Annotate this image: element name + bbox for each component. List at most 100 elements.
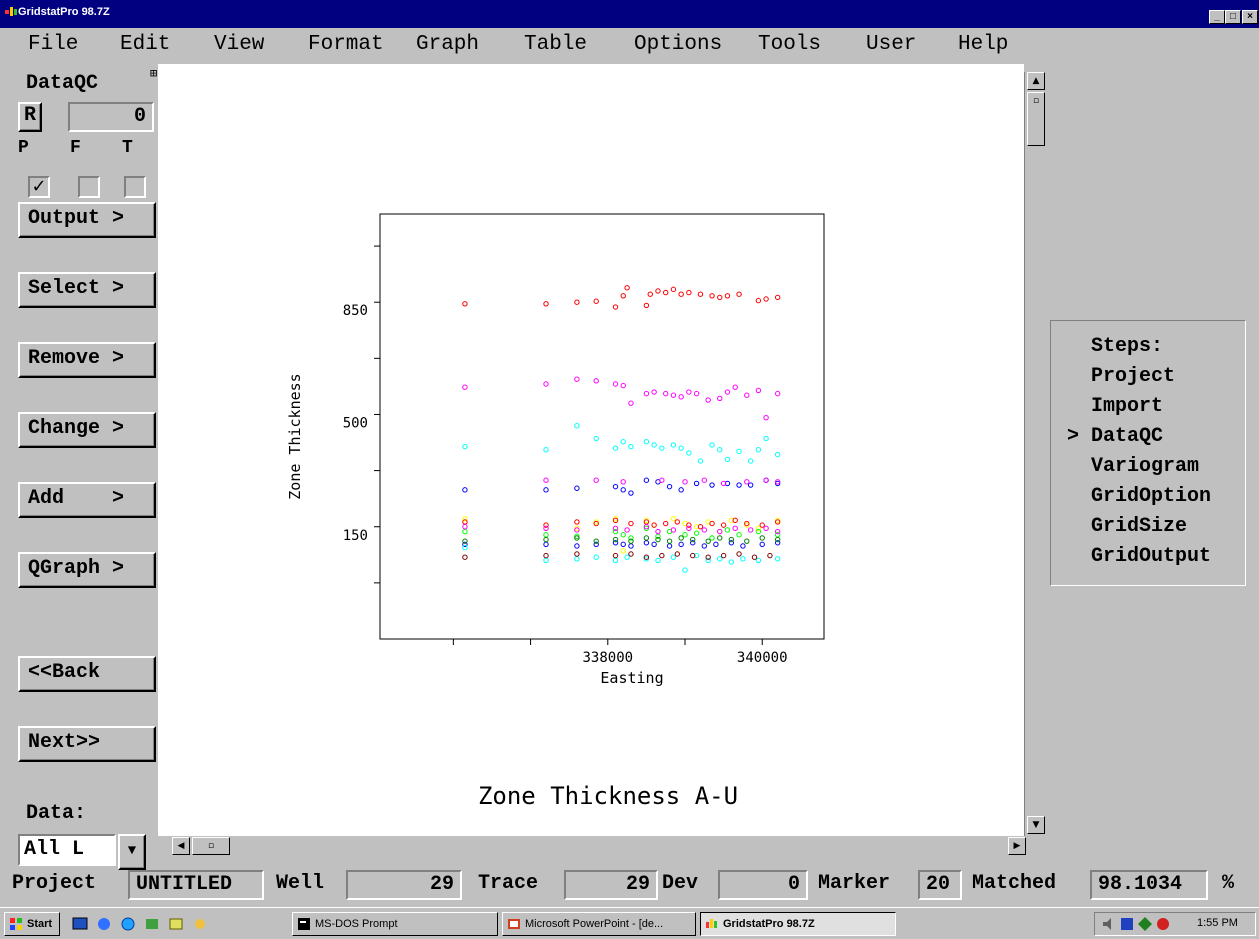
menu-format[interactable]: Format xyxy=(308,33,384,56)
label-t: T xyxy=(122,138,133,158)
data-point xyxy=(763,296,769,302)
menu-user[interactable]: User xyxy=(866,33,917,56)
data-point xyxy=(593,477,599,483)
data-point xyxy=(543,525,549,532)
data-point xyxy=(593,298,599,304)
add-button[interactable]: Add > xyxy=(18,482,156,518)
data-point xyxy=(678,535,684,541)
task-powerpoint[interactable]: Microsoft PowerPoint - [de... xyxy=(502,912,696,936)
data-point xyxy=(701,477,708,483)
back-button[interactable]: <<Back xyxy=(18,656,156,692)
step-variogram[interactable]: Variogram xyxy=(1091,455,1200,478)
data-point xyxy=(643,525,650,532)
step-import[interactable]: Import xyxy=(1091,395,1164,418)
data-point xyxy=(701,543,708,549)
checkbox-p[interactable]: ✓ xyxy=(28,176,50,198)
data-point xyxy=(643,554,650,560)
scroll-left-button[interactable]: ◀ xyxy=(172,837,190,855)
data-point xyxy=(767,552,773,559)
start-button[interactable]: Start xyxy=(4,912,60,936)
data-point xyxy=(701,527,708,533)
menu-view[interactable]: View xyxy=(214,33,265,56)
windows-logo-icon xyxy=(10,918,22,930)
channels-icon[interactable] xyxy=(144,916,160,932)
network-icon[interactable] xyxy=(1119,916,1135,932)
menu-options[interactable]: Options xyxy=(634,33,723,56)
step-gridoption[interactable]: GridOption xyxy=(1091,485,1212,508)
checkmark-icon: ✓ xyxy=(31,176,47,197)
qgraph-button[interactable]: QGraph > xyxy=(18,552,156,588)
data-point xyxy=(612,381,619,387)
data-point xyxy=(666,543,673,549)
next-button[interactable]: Next>> xyxy=(18,726,156,762)
data-point xyxy=(755,557,762,564)
data-point xyxy=(462,524,468,530)
output-button[interactable]: Output > xyxy=(18,202,156,238)
browser-icon[interactable] xyxy=(120,916,136,932)
x-tick-label: 338000 xyxy=(583,650,634,666)
change-button[interactable]: Change > xyxy=(18,412,156,448)
assistant-icon[interactable] xyxy=(192,916,208,932)
minimize-button[interactable]: _ xyxy=(1209,10,1225,24)
tray-app-icon[interactable] xyxy=(1137,916,1153,932)
data-point xyxy=(763,435,769,442)
data-point xyxy=(744,392,750,398)
data-point xyxy=(759,541,765,548)
data-point xyxy=(744,538,750,544)
r-value-field[interactable]: 0 xyxy=(68,102,154,132)
data-dropdown-button[interactable]: ▼ xyxy=(118,834,146,870)
close-button[interactable]: × xyxy=(1242,10,1258,24)
data-point xyxy=(628,520,634,527)
data-point xyxy=(717,535,723,541)
horizontal-scroll-thumb[interactable]: ▫ xyxy=(192,837,230,855)
task-ms-dos[interactable]: MS-DOS Prompt xyxy=(292,912,498,936)
data-point xyxy=(693,530,700,536)
reset-button[interactable]: R xyxy=(18,102,42,132)
checkbox-t[interactable] xyxy=(124,176,146,198)
menu-help[interactable]: Help xyxy=(958,33,1009,56)
data-point xyxy=(628,538,634,544)
scroll-right-button[interactable]: ▶ xyxy=(1008,837,1026,855)
volume-icon[interactable] xyxy=(1101,916,1117,932)
step-project[interactable]: Project xyxy=(1091,365,1176,388)
data-select[interactable]: All L xyxy=(18,834,116,866)
data-point xyxy=(655,557,661,564)
select-button[interactable]: Select > xyxy=(18,272,156,308)
maximize-button[interactable]: □ xyxy=(1225,10,1241,24)
task-gridstatpro[interactable]: GridstatPro 98.7Z xyxy=(700,912,896,936)
show-desktop-icon[interactable] xyxy=(72,916,88,932)
menu-edit[interactable]: Edit xyxy=(120,33,171,56)
data-point xyxy=(659,552,665,559)
menu-tools[interactable]: Tools xyxy=(758,33,822,56)
horizontal-scrollbar[interactable]: ◀ ▫ ▶ xyxy=(172,836,1028,856)
title-bar: GridstatPro 98.7Z _ □ × xyxy=(0,0,1259,28)
data-point xyxy=(674,519,680,525)
data-point xyxy=(717,528,723,535)
checkbox-f[interactable] xyxy=(78,176,100,198)
data-point xyxy=(612,525,619,532)
data-point xyxy=(643,535,650,541)
menu-graph[interactable]: Graph xyxy=(416,33,480,56)
step-dataqc[interactable]: DataQC xyxy=(1091,425,1164,448)
vertical-scroll-thumb[interactable]: ▫ xyxy=(1027,92,1045,146)
scroll-up-button[interactable]: ▲ xyxy=(1027,72,1045,90)
vertical-scrollbar[interactable]: ▲ ▫ ▼ xyxy=(1024,72,1046,838)
data-point xyxy=(759,535,765,541)
data-point xyxy=(720,522,727,528)
data-point xyxy=(747,458,754,464)
menu-table[interactable]: Table xyxy=(524,33,588,56)
antivirus-icon[interactable] xyxy=(1155,916,1171,932)
menu-file[interactable]: File xyxy=(28,33,79,56)
step-gridsize[interactable]: GridSize xyxy=(1091,515,1188,538)
remove-button[interactable]: Remove > xyxy=(18,342,156,378)
expand-icon[interactable]: ⊞ xyxy=(150,67,158,81)
internet-explorer-icon[interactable] xyxy=(96,916,112,932)
panel-heading: DataQC xyxy=(26,72,99,95)
data-point xyxy=(717,556,723,562)
scroll-down-button[interactable]: ▼ xyxy=(1027,816,1045,834)
step-gridoutput[interactable]: GridOutput xyxy=(1091,545,1212,568)
data-point xyxy=(620,532,626,538)
data-label: Data: xyxy=(26,802,87,825)
data-point xyxy=(462,443,468,450)
outlook-icon[interactable] xyxy=(168,916,184,932)
